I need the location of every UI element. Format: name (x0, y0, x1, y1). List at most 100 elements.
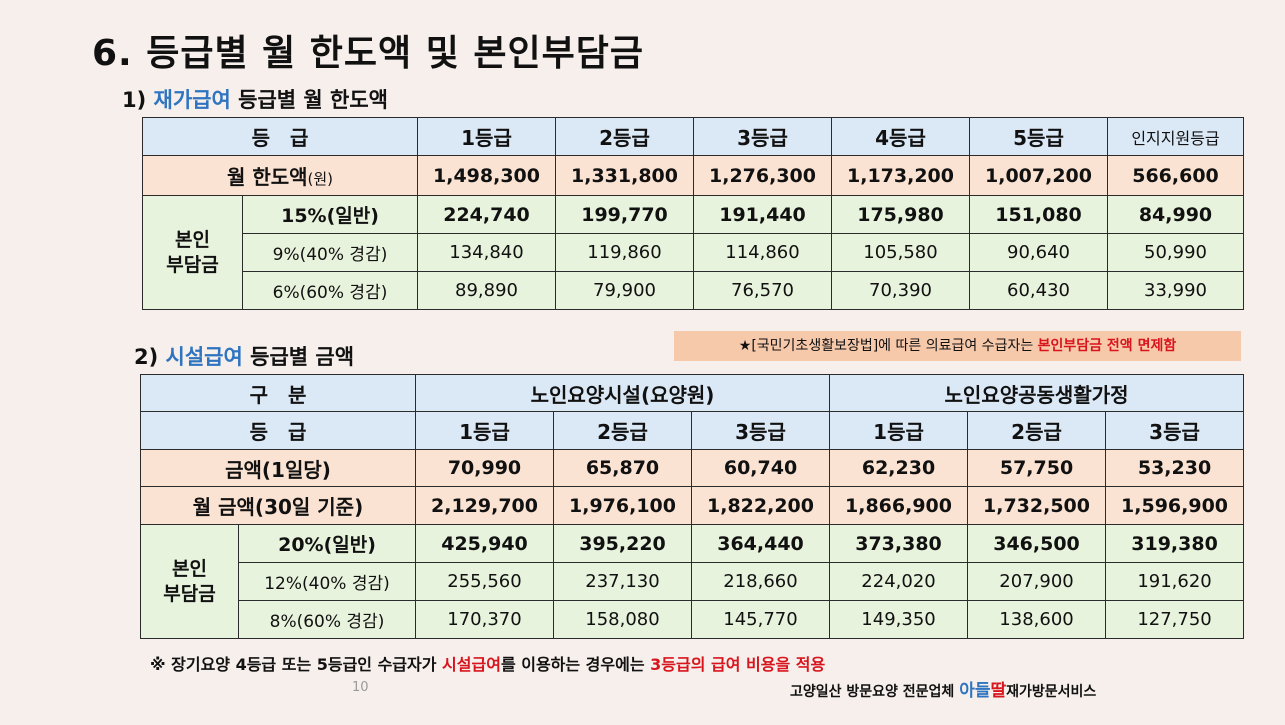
limit-value: 1,276,300 (693, 155, 832, 196)
section1-number: 1) (122, 88, 147, 112)
grade-4-header: 4등급 (831, 117, 970, 156)
copay-value: 346,500 (967, 524, 1107, 563)
copay-value: 127,750 (1105, 600, 1245, 639)
copay-value: 218,660 (690, 562, 831, 601)
cognitive-grade-header: 인지지원등급 (1107, 117, 1244, 156)
section1-accent: 재가급여 (153, 88, 231, 112)
copay-value: 207,900 (967, 562, 1107, 601)
grade-header-label: 등 급 (140, 411, 416, 450)
monthly-value: 1,976,100 (553, 486, 692, 525)
copay-value: 395,220 (553, 524, 692, 563)
daily-value: 65,870 (553, 449, 692, 487)
copay-rate-label: 9%(40% 경감) (242, 233, 418, 272)
copay-rate-label: 6%(60% 경감) (242, 271, 418, 310)
daily-amount-label: 금액(1일당) (140, 449, 416, 487)
limit-value: 1,331,800 (555, 155, 694, 196)
copay-row: 6%(60% 경감) 89,890 79,900 76,570 70,390 6… (142, 271, 1244, 310)
nursing-facility-header: 노인요양시설(요양원) (414, 374, 831, 412)
copay-value: 224,740 (417, 195, 556, 234)
copay-value: 114,860 (693, 233, 832, 272)
limit-value: 1,173,200 (831, 155, 970, 196)
grade-header: 3등급 (1105, 411, 1245, 450)
copay-rate-label: 20%(일반) (238, 524, 416, 563)
copay-value: 373,380 (829, 524, 969, 563)
monthly-amount-label: 월 금액(30일 기준) (140, 486, 416, 525)
grade-2-header: 2등급 (555, 117, 694, 156)
facility-care-table: 구 분 노인요양시설(요양원) 노인요양공동생활가정 등 급 1등급 2등급 3… (140, 374, 1245, 639)
limit-value: 1,007,200 (969, 155, 1108, 196)
monthly-value: 1,732,500 (967, 486, 1107, 525)
copay-label: 본인 부담금 (142, 195, 243, 310)
copay-value: 76,570 (693, 271, 832, 310)
copay-value: 364,440 (690, 524, 831, 563)
copay-value: 151,080 (969, 195, 1108, 234)
copay-value: 89,890 (417, 271, 556, 310)
copay-value: 191,620 (1105, 562, 1245, 601)
copay-value: 191,440 (693, 195, 832, 234)
page-number: 10 (352, 680, 369, 695)
copay-value: 79,900 (555, 271, 694, 310)
limit-value: 1,498,300 (417, 155, 556, 196)
section2-number: 2) (134, 345, 159, 369)
copay-value: 255,560 (415, 562, 554, 601)
daily-value: 57,750 (967, 449, 1107, 487)
monthly-amount-row: 월 금액(30일 기준) 2,129,700 1,976,100 1,822,2… (140, 486, 1245, 525)
copay-value: 105,580 (831, 233, 970, 272)
daily-value: 70,990 (415, 449, 554, 487)
copay-value: 119,860 (555, 233, 694, 272)
grade-header: 2등급 (553, 411, 692, 450)
brand-signature: 고양일산 방문요양 전문업체 아들딸재가방문서비스 (790, 681, 1097, 701)
copay-value: 145,770 (690, 600, 831, 639)
copay-row: 9%(40% 경감) 134,840 119,860 114,860 105,5… (142, 233, 1244, 272)
daily-value: 53,230 (1105, 449, 1245, 487)
daily-value: 60,740 (690, 449, 831, 487)
copay-value: 134,840 (417, 233, 556, 272)
group-home-header: 노인요양공동생활가정 (829, 374, 1245, 412)
copay-value: 170,370 (415, 600, 554, 639)
copay-rate-label: 12%(40% 경감) (238, 562, 416, 601)
copay-value: 149,350 (829, 600, 969, 639)
monthly-limit-row: 월 한도액(원) 1,498,300 1,331,800 1,276,300 1… (142, 155, 1244, 196)
section1-heading: 1) 재가급여 등급별 월 한도액 (122, 84, 388, 114)
monthly-value: 1,822,200 (690, 486, 831, 525)
copay-value: 158,080 (553, 600, 692, 639)
grade-header: 1등급 (415, 411, 554, 450)
monthly-value: 1,596,900 (1105, 486, 1245, 525)
copay-value: 70,390 (831, 271, 970, 310)
monthly-value: 1,866,900 (829, 486, 969, 525)
grade-header: 3등급 (690, 411, 831, 450)
home-care-table: 등 급 1등급 2등급 3등급 4등급 5등급 인지지원등급 월 한도액(원) … (142, 117, 1244, 310)
division-label: 구 분 (140, 374, 416, 412)
copay-value: 33,990 (1107, 271, 1244, 310)
daily-value: 62,230 (829, 449, 969, 487)
copay-row: 8%(60% 경감) 170,370 158,080 145,770 149,3… (140, 600, 1245, 639)
copay-value: 138,600 (967, 600, 1107, 639)
section2-heading: 2) 시설급여 등급별 금액 (134, 341, 354, 371)
daily-amount-row: 금액(1일당) 70,990 65,870 60,740 62,230 57,7… (140, 449, 1245, 487)
copay-label: 본인 부담금 (140, 524, 239, 639)
grade-3-header: 3등급 (693, 117, 832, 156)
copay-row: 본인 부담금 20%(일반) 425,940 395,220 364,440 37… (140, 524, 1245, 639)
copay-value: 237,130 (553, 562, 692, 601)
grade-header-label: 등 급 (142, 117, 418, 156)
division-header-row: 구 분 노인요양시설(요양원) 노인요양공동생활가정 (140, 374, 1245, 412)
grade-5-header: 5등급 (969, 117, 1108, 156)
section2-accent: 시설급여 (165, 345, 243, 369)
limit-value: 566,600 (1107, 155, 1244, 196)
section1-rest: 등급별 월 한도액 (238, 88, 388, 112)
copay-value: 84,990 (1107, 195, 1244, 234)
copay-value: 60,430 (969, 271, 1108, 310)
monthly-value: 2,129,700 (415, 486, 554, 525)
copay-value: 175,980 (831, 195, 970, 234)
copay-value: 319,380 (1105, 524, 1245, 563)
copay-row: 본인 부담금 15%(일반) 224,740 199,770 191,440 17… (142, 195, 1244, 310)
copay-value: 199,770 (555, 195, 694, 234)
grade-header: 2등급 (967, 411, 1107, 450)
copay-value: 224,020 (829, 562, 969, 601)
medical-aid-notice: ★[국민기초생활보장법]에 따른 의료급여 수급자는 본인부담금 전액 면제함 (674, 331, 1241, 361)
grade-1-header: 1등급 (417, 117, 556, 156)
grade-header: 1등급 (829, 411, 969, 450)
grade-header-row: 등 급 1등급 2등급 3등급 4등급 5등급 인지지원등급 (142, 117, 1244, 156)
page-title: 6. 등급별 월 한도액 및 본인부담금 (92, 33, 644, 74)
copay-value: 50,990 (1107, 233, 1244, 272)
